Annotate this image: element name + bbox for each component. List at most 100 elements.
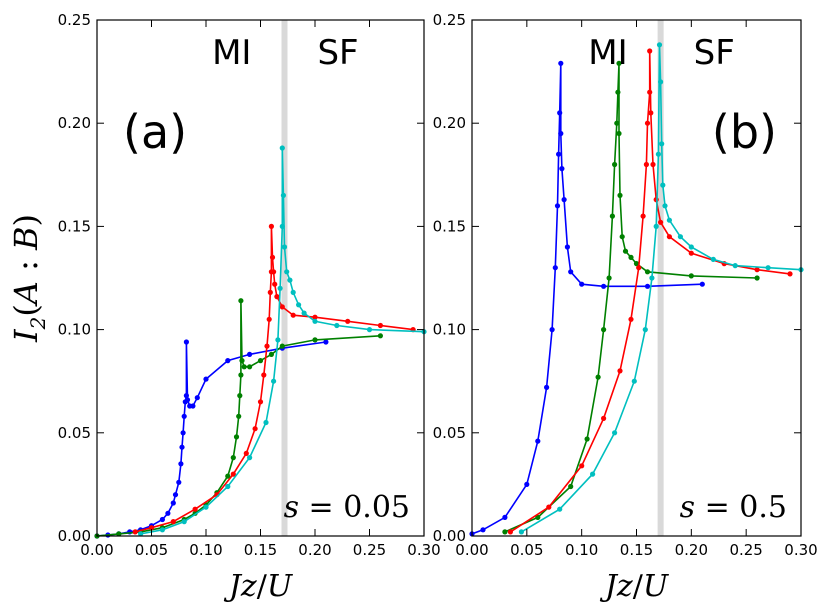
data-point xyxy=(688,273,694,279)
data-point xyxy=(266,316,272,322)
data-point xyxy=(612,161,618,168)
data-point xyxy=(366,327,373,333)
data-point xyxy=(584,436,590,442)
panel-label: (a) xyxy=(123,105,187,159)
data-point xyxy=(552,265,558,271)
data-point xyxy=(653,223,659,229)
data-point xyxy=(579,463,585,469)
data-point xyxy=(176,479,182,485)
data-point xyxy=(558,60,564,66)
data-point xyxy=(579,281,585,287)
y-tick-label: 0.00 xyxy=(433,527,466,545)
data-point xyxy=(247,455,253,461)
data-point xyxy=(274,294,280,300)
data-point xyxy=(301,310,307,316)
data-point xyxy=(181,413,187,419)
data-point xyxy=(601,327,607,333)
data-point xyxy=(132,529,138,535)
data-point xyxy=(787,271,793,277)
data-point xyxy=(648,110,654,116)
data-point xyxy=(170,519,176,525)
y-tick-label: 0.25 xyxy=(58,11,91,29)
data-point xyxy=(699,281,705,287)
data-point xyxy=(181,519,187,525)
data-point xyxy=(203,504,209,510)
data-point xyxy=(732,263,738,269)
parameter-annotation: s = 0.5 xyxy=(680,490,787,525)
data-point xyxy=(617,192,623,198)
data-point xyxy=(233,434,240,440)
data-point xyxy=(279,304,285,310)
data-point xyxy=(614,120,620,126)
data-point xyxy=(271,269,277,275)
data-point xyxy=(290,312,296,318)
data-point xyxy=(636,265,642,271)
data-point xyxy=(554,203,561,209)
series-line xyxy=(471,63,703,535)
data-point xyxy=(279,223,285,229)
data-point xyxy=(558,130,564,137)
data-point xyxy=(549,327,555,333)
data-point xyxy=(277,285,283,291)
data-point xyxy=(502,529,508,535)
data-point xyxy=(561,197,567,203)
data-point xyxy=(633,261,640,267)
data-point xyxy=(203,376,209,382)
region-label-mi: MI xyxy=(212,33,251,73)
data-point xyxy=(238,372,244,378)
data-point xyxy=(225,483,231,490)
data-point xyxy=(754,275,760,281)
data-point xyxy=(642,327,648,333)
data-point xyxy=(544,384,550,390)
data-point xyxy=(660,182,666,188)
critical-band xyxy=(657,20,664,536)
y-tick-label: 0.20 xyxy=(58,114,91,132)
data-point xyxy=(165,510,171,516)
data-point xyxy=(644,269,651,275)
data-point xyxy=(312,314,318,320)
data-point xyxy=(284,269,290,275)
data-point xyxy=(619,234,625,240)
data-point xyxy=(180,430,186,436)
data-point xyxy=(662,203,668,209)
data-point xyxy=(502,514,508,521)
data-point xyxy=(622,248,629,254)
x-tick-label: 0.00 xyxy=(455,541,488,559)
plot-frame xyxy=(96,19,425,537)
data-point xyxy=(377,322,383,329)
data-point xyxy=(650,161,656,168)
data-point xyxy=(194,395,200,401)
y-tick-label: 0.10 xyxy=(433,321,466,339)
data-point xyxy=(230,471,236,477)
data-point xyxy=(280,192,286,198)
data-point xyxy=(178,461,184,467)
data-point xyxy=(230,455,236,461)
x-axis-title: Jz/U xyxy=(599,569,670,604)
x-tick-label: 0.30 xyxy=(407,541,440,559)
data-point xyxy=(239,358,245,364)
data-point xyxy=(272,281,278,287)
data-point xyxy=(268,351,274,357)
data-point xyxy=(590,471,596,477)
region-label-sf: SF xyxy=(694,33,735,73)
y-tick-label: 0.05 xyxy=(433,424,466,442)
data-point xyxy=(644,120,651,126)
panel-label: (b) xyxy=(712,105,777,159)
data-point xyxy=(710,256,716,262)
data-point xyxy=(345,318,351,324)
data-point xyxy=(261,372,267,378)
data-point xyxy=(170,500,176,506)
data-point xyxy=(236,413,242,419)
y-axis-label: I2(A : B) xyxy=(7,214,50,343)
data-point xyxy=(148,525,155,531)
data-point xyxy=(609,213,616,219)
data-point xyxy=(247,351,253,357)
x-tick-label: 0.25 xyxy=(353,541,386,559)
data-point xyxy=(183,339,189,345)
data-point xyxy=(179,444,185,450)
x-tick-label: 0.20 xyxy=(298,541,331,559)
data-point xyxy=(647,48,653,54)
y-tick-label: 0.15 xyxy=(58,217,91,235)
x-tick-label: 0.20 xyxy=(675,541,708,559)
data-point xyxy=(628,316,634,322)
